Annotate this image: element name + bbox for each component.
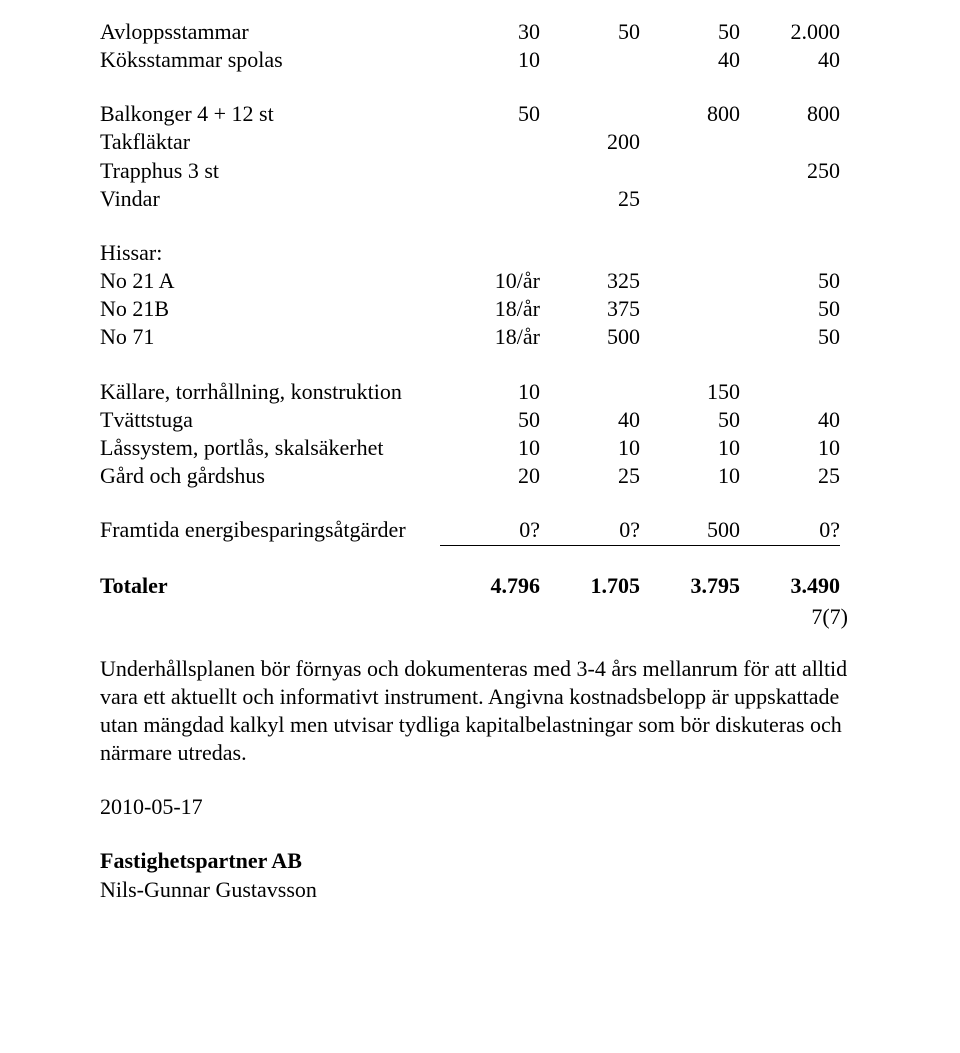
row-label: Låssystem, portlås, skalsäkerhet (100, 434, 440, 462)
cell: 2.000 (740, 18, 840, 46)
table-row: No 21 A 10/år 325 50 (100, 267, 850, 295)
table-row: Takfläktar 200 (100, 128, 850, 156)
cell: 50 (440, 406, 540, 434)
table-row: No 21B 18/år 375 50 (100, 295, 850, 323)
table-row: Trapphus 3 st 250 (100, 157, 850, 185)
energi-row: Framtida energibesparingsåtgärder 0? 0? … (100, 516, 850, 546)
cell: 10 (540, 434, 640, 462)
table-row: Gård och gårdshus 20 25 10 25 (100, 462, 850, 490)
row-label: Trapphus 3 st (100, 157, 440, 185)
cell: 10 (640, 434, 740, 462)
author-name: Nils-Gunnar Gustavsson (100, 876, 850, 904)
row-label: Takfläktar (100, 128, 440, 156)
cell: 1.705 (540, 572, 640, 600)
cell: 40 (740, 46, 840, 74)
cell: 50 (740, 267, 840, 295)
company-name: Fastighetspartner AB (100, 847, 850, 875)
cell: 0? (740, 516, 840, 546)
row-label: No 21 A (100, 267, 440, 295)
row-label: Källare, torrhållning, konstruktion (100, 378, 440, 406)
cell: 0? (440, 516, 540, 546)
cell: 10/år (440, 267, 540, 295)
cell: 10 (640, 462, 740, 490)
table-row: Källare, torrhållning, konstruktion 10 1… (100, 378, 850, 406)
cell: 25 (540, 462, 640, 490)
totals-row: Totaler 4.796 1.705 3.795 3.490 (100, 572, 850, 600)
cell: 375 (540, 295, 640, 323)
table-row: No 71 18/år 500 50 (100, 323, 850, 351)
table-row: Balkonger 4 + 12 st 50 800 800 (100, 100, 850, 128)
row-label: No 71 (100, 323, 440, 351)
totals-label: Totaler (100, 572, 440, 600)
paragraph: Underhållsplanen bör förnyas och dokumen… (100, 655, 850, 768)
cell: 200 (540, 128, 640, 156)
cell: 10 (440, 434, 540, 462)
cell: 25 (740, 462, 840, 490)
row-label: Framtida energibesparingsåtgärder (100, 516, 440, 544)
cell: 30 (440, 18, 540, 46)
cell: 250 (740, 157, 840, 185)
cell: 25 (540, 185, 640, 213)
cell: 0? (540, 516, 640, 546)
cell: 18/år (440, 295, 540, 323)
cell: 4.796 (440, 572, 540, 600)
table-row: Tvättstuga 50 40 50 40 (100, 406, 850, 434)
row-label: No 21B (100, 295, 440, 323)
date: 2010-05-17 (100, 793, 850, 821)
cell: 800 (740, 100, 840, 128)
table-row: Låssystem, portlås, skalsäkerhet 10 10 1… (100, 434, 850, 462)
cell: 500 (540, 323, 640, 351)
cell: 10 (740, 434, 840, 462)
cell: 3.490 (740, 572, 840, 600)
row-label: Gård och gårdshus (100, 462, 440, 490)
cell: 50 (640, 406, 740, 434)
cell: 800 (640, 100, 740, 128)
row-label: Balkonger 4 + 12 st (100, 100, 440, 128)
row-label: Köksstammar spolas (100, 46, 440, 74)
cell: 50 (440, 100, 540, 128)
row-label: Vindar (100, 185, 440, 213)
cell: 40 (540, 406, 640, 434)
cell: 500 (640, 516, 740, 546)
cell: 20 (440, 462, 540, 490)
cell: 50 (740, 295, 840, 323)
row-label: Tvättstuga (100, 406, 440, 434)
cell: 40 (640, 46, 740, 74)
table-row: Vindar 25 (100, 185, 850, 213)
cell: 50 (640, 18, 740, 46)
table-row: Köksstammar spolas 10 40 40 (100, 46, 850, 74)
cell: 50 (540, 18, 640, 46)
cell: 10 (440, 46, 540, 74)
cell: 10 (440, 378, 540, 406)
cell: 18/år (440, 323, 540, 351)
page-number: 7(7) (100, 603, 850, 631)
section-heading: Hissar: (100, 239, 850, 267)
table-row: Avloppsstammar 30 50 50 2.000 (100, 18, 850, 46)
cell: 325 (540, 267, 640, 295)
hissar-heading: Hissar: (100, 239, 440, 267)
cell: 50 (740, 323, 840, 351)
row-label: Avloppsstammar (100, 18, 440, 46)
cell: 40 (740, 406, 840, 434)
cell: 150 (640, 378, 740, 406)
cell: 3.795 (640, 572, 740, 600)
